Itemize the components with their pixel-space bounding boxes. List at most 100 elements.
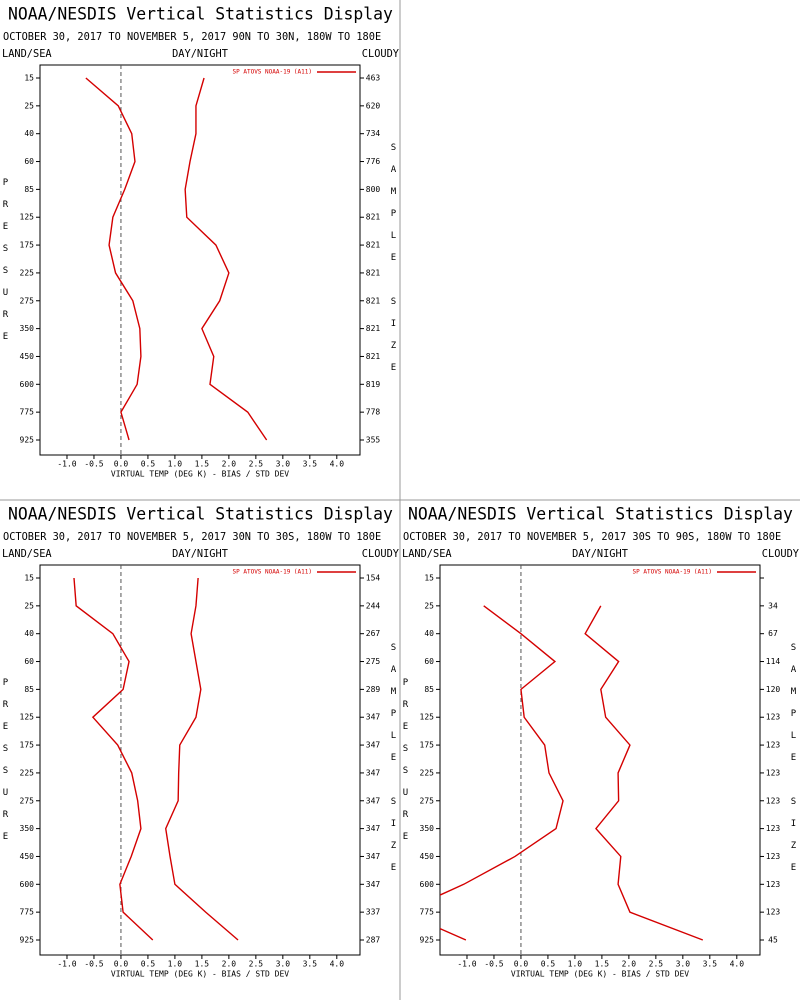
sample-size-label: 289 xyxy=(366,685,381,694)
y-tick-label: 40 xyxy=(424,629,434,638)
y-tick-label: 175 xyxy=(20,241,35,250)
x-tick-label: 4.0 xyxy=(330,960,345,969)
x-tick-label: 4.0 xyxy=(330,460,345,469)
y-tick-label: 450 xyxy=(20,352,35,361)
y-tick-label: 25 xyxy=(24,101,34,110)
x-tick-label: 2.0 xyxy=(222,460,237,469)
chart-subtitle: OCTOBER 30, 2017 TO NOVEMBER 5, 2017 30S… xyxy=(403,531,781,543)
x-axis-title: VIRTUAL TEMP (DEG K) - BIAS / STD DEV xyxy=(111,470,289,479)
legend-label: SP ATOVS NOAA-19 (A11) xyxy=(233,69,312,76)
chart-panel: NOAA/NESDIS Vertical Statistics Display O… xyxy=(1,505,400,979)
y-tick-label: 60 xyxy=(24,157,34,166)
x-tick-label: 0.0 xyxy=(114,460,129,469)
sample-size-label: 821 xyxy=(366,324,381,333)
sample-size-label: 821 xyxy=(366,241,381,250)
sample-size-label: 123 xyxy=(766,796,781,805)
x-tick-label: 1.5 xyxy=(195,460,210,469)
y-tick-label: 175 xyxy=(420,741,435,750)
legend-label: SP ATOVS NOAA-19 (A11) xyxy=(633,569,712,576)
y-tick-label: 275 xyxy=(20,296,35,305)
x-tick-label: 0.5 xyxy=(141,460,156,469)
y2-axis-title: SAMPLE SIZE xyxy=(789,643,799,885)
y-tick-label: 85 xyxy=(24,185,34,194)
chart-title: NOAA/NESDIS Vertical Statistics Display xyxy=(408,505,793,524)
x-tick-label: 2.5 xyxy=(649,960,664,969)
x-tick-label: -0.5 xyxy=(84,460,103,469)
profile-line xyxy=(184,77,268,441)
sample-size-label: 821 xyxy=(366,268,381,277)
sample-size-label: 347 xyxy=(366,880,381,889)
plot-frame xyxy=(39,64,361,456)
y-tick-label: 775 xyxy=(420,908,435,917)
sample-size-label: 620 xyxy=(366,101,381,110)
sample-size-label: 34 xyxy=(768,601,778,610)
sample-size-label: 347 xyxy=(366,796,381,805)
y-tick-label: 225 xyxy=(420,768,435,777)
header-label: DAY/NIGHT xyxy=(172,48,228,60)
plot-frame xyxy=(439,564,761,956)
y-tick-label: 775 xyxy=(20,908,35,917)
x-tick-label: 3.0 xyxy=(276,960,291,969)
x-tick-label: 2.5 xyxy=(249,460,264,469)
y-axis-title: PRESSURE xyxy=(1,678,11,854)
sample-size-label: 347 xyxy=(366,852,381,861)
x-tick-label: 1.0 xyxy=(568,960,583,969)
y-tick-label: 15 xyxy=(24,74,34,83)
header-label: DAY/NIGHT xyxy=(172,548,228,560)
x-tick-label: -0.5 xyxy=(84,960,103,969)
x-axis-title: VIRTUAL TEMP (DEG K) - BIAS / STD DEV xyxy=(111,970,289,979)
profile-line xyxy=(73,577,154,941)
sample-size-label: 275 xyxy=(366,657,381,666)
y-tick-label: 125 xyxy=(420,713,435,722)
sample-size-label: 45 xyxy=(768,936,778,945)
x-tick-label: 2.0 xyxy=(222,960,237,969)
y-tick-label: 600 xyxy=(20,380,35,389)
sample-size-label: 120 xyxy=(766,685,781,694)
legend-label: SP ATOVS NOAA-19 (A11) xyxy=(233,569,312,576)
chart-panel: NOAA/NESDIS Vertical Statistics Display O… xyxy=(401,505,800,979)
x-tick-label: -0.5 xyxy=(484,960,503,969)
profile-line xyxy=(440,605,564,941)
header-label: LAND/SEA xyxy=(2,48,52,60)
x-axis-title: VIRTUAL TEMP (DEG K) - BIAS / STD DEV xyxy=(511,970,689,979)
plot-frame xyxy=(39,564,361,956)
sample-size-label: 734 xyxy=(366,129,381,138)
y-tick-label: 275 xyxy=(20,796,35,805)
x-tick-label: 3.5 xyxy=(703,960,718,969)
sample-size-label: 123 xyxy=(766,908,781,917)
profile-line xyxy=(165,577,239,941)
sample-size-label: 347 xyxy=(366,824,381,833)
x-tick-label: 0.0 xyxy=(514,960,529,969)
sample-size-label: 778 xyxy=(366,408,381,417)
header-label: LAND/SEA xyxy=(402,548,452,560)
y-tick-label: 85 xyxy=(424,685,434,694)
y-tick-label: 25 xyxy=(424,601,434,610)
y-tick-label: 85 xyxy=(24,685,34,694)
x-tick-label: 0.5 xyxy=(541,960,556,969)
sample-size-label: 114 xyxy=(766,657,781,666)
chart-title: NOAA/NESDIS Vertical Statistics Display xyxy=(8,505,393,524)
sample-size-label: 67 xyxy=(768,629,778,638)
sample-size-label: 347 xyxy=(366,768,381,777)
y-tick-label: 450 xyxy=(420,852,435,861)
y-tick-label: 60 xyxy=(24,657,34,666)
x-tick-label: 2.0 xyxy=(622,960,637,969)
y-tick-label: 775 xyxy=(20,408,35,417)
y-tick-label: 925 xyxy=(420,936,435,945)
y-tick-label: 600 xyxy=(20,880,35,889)
y-tick-label: 15 xyxy=(424,574,434,583)
header-label: CLOUDY xyxy=(362,548,400,560)
y-tick-label: 600 xyxy=(420,880,435,889)
x-tick-label: -1.0 xyxy=(57,460,76,469)
sample-size-label: 347 xyxy=(366,741,381,750)
x-tick-label: 0.0 xyxy=(114,960,129,969)
sample-size-label: 244 xyxy=(366,601,381,610)
sample-size-label: 800 xyxy=(366,185,381,194)
sample-size-label: 337 xyxy=(366,908,381,917)
header-label: DAY/NIGHT xyxy=(572,548,628,560)
y-tick-label: 25 xyxy=(24,601,34,610)
header-label: CLOUDY xyxy=(762,548,800,560)
y-tick-label: 350 xyxy=(20,824,35,833)
sample-size-label: 776 xyxy=(366,157,381,166)
